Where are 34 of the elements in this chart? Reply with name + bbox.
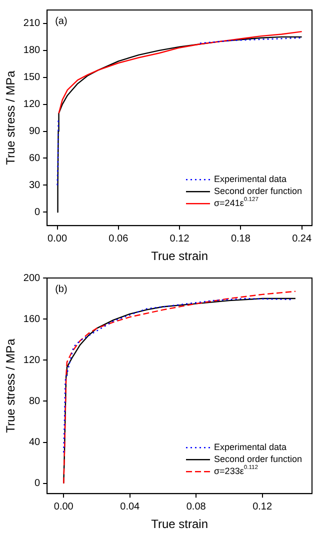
- y-tick-label: 60: [28, 152, 41, 164]
- x-tick-label: 0.08: [186, 501, 206, 512]
- x-tick-label: 0.24: [292, 233, 312, 244]
- y-tick-label: 180: [23, 45, 41, 56]
- y-axis-title: True stress / MPa: [4, 338, 18, 433]
- y-tick-label: 0: [34, 206, 41, 218]
- legend-label: Second order function: [214, 454, 302, 464]
- x-axis-title: True strain: [151, 249, 208, 264]
- x-tick-label: 0.18: [230, 233, 251, 244]
- y-tick-label: 120: [23, 99, 41, 110]
- y-tick-label: 0: [34, 478, 41, 490]
- y-tick-label: 210: [23, 18, 41, 30]
- x-tick-label: 0.00: [48, 233, 68, 244]
- y-tick-label: 200: [23, 272, 41, 284]
- y-tick-label: 80: [28, 396, 41, 407]
- line-series: [63, 298, 293, 454]
- y-axis-title: True stress / MPa: [4, 70, 18, 165]
- x-tick-label: 0.06: [108, 233, 129, 244]
- x-axis-title: True strain: [151, 517, 208, 532]
- y-tick-label: 40: [28, 437, 41, 448]
- y-tick-label: 150: [23, 72, 41, 84]
- x-tick-label: 0.12: [252, 501, 272, 512]
- y-tick-label: 160: [23, 314, 41, 325]
- legend-label: Experimental data: [214, 442, 287, 452]
- y-tick-label: 30: [28, 180, 41, 191]
- x-tick-label: 0.00: [54, 501, 74, 512]
- annotation: (b): [55, 284, 68, 295]
- x-tick-label: 0.04: [120, 501, 140, 512]
- legend-label: Experimental data: [214, 174, 287, 184]
- legend-label: Second order function: [214, 186, 302, 196]
- x-tick-label: 0.12: [170, 233, 190, 244]
- y-tick-label: 90: [28, 126, 41, 138]
- annotation: (a): [55, 16, 68, 27]
- y-tick-label: 120: [23, 354, 41, 366]
